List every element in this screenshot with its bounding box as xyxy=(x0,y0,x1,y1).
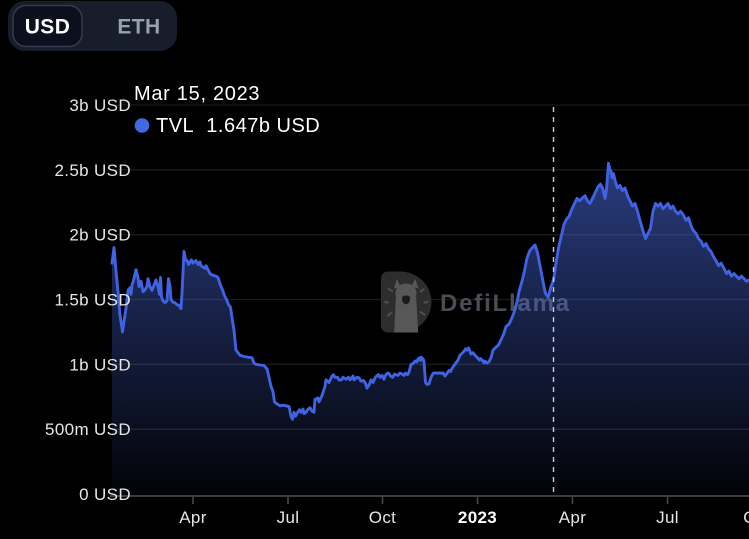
svg-text:TVL 1.647b USD: TVL 1.647b USD xyxy=(156,115,320,137)
svg-text:500m USD: 500m USD xyxy=(45,420,131,439)
svg-text:2.5b USD: 2.5b USD xyxy=(54,161,131,180)
svg-text:Apr: Apr xyxy=(559,508,587,527)
svg-text:Mar 15, 2023: Mar 15, 2023 xyxy=(134,83,260,105)
svg-text:2b USD: 2b USD xyxy=(69,226,131,245)
svg-text:1.5b USD: 1.5b USD xyxy=(54,291,131,310)
svg-text:Jul: Jul xyxy=(277,508,300,527)
svg-text:1b USD: 1b USD xyxy=(69,355,131,374)
svg-text:Oct: Oct xyxy=(369,508,397,527)
svg-text:0 USD: 0 USD xyxy=(79,485,131,504)
svg-text:Oct: Oct xyxy=(743,508,749,527)
svg-text:Jul: Jul xyxy=(656,508,679,527)
svg-text:ETH: ETH xyxy=(117,16,160,39)
svg-text:USD: USD xyxy=(25,16,71,39)
svg-text:Apr: Apr xyxy=(179,508,207,527)
svg-text:2023: 2023 xyxy=(458,508,497,527)
svg-text:3b USD: 3b USD xyxy=(69,96,131,115)
